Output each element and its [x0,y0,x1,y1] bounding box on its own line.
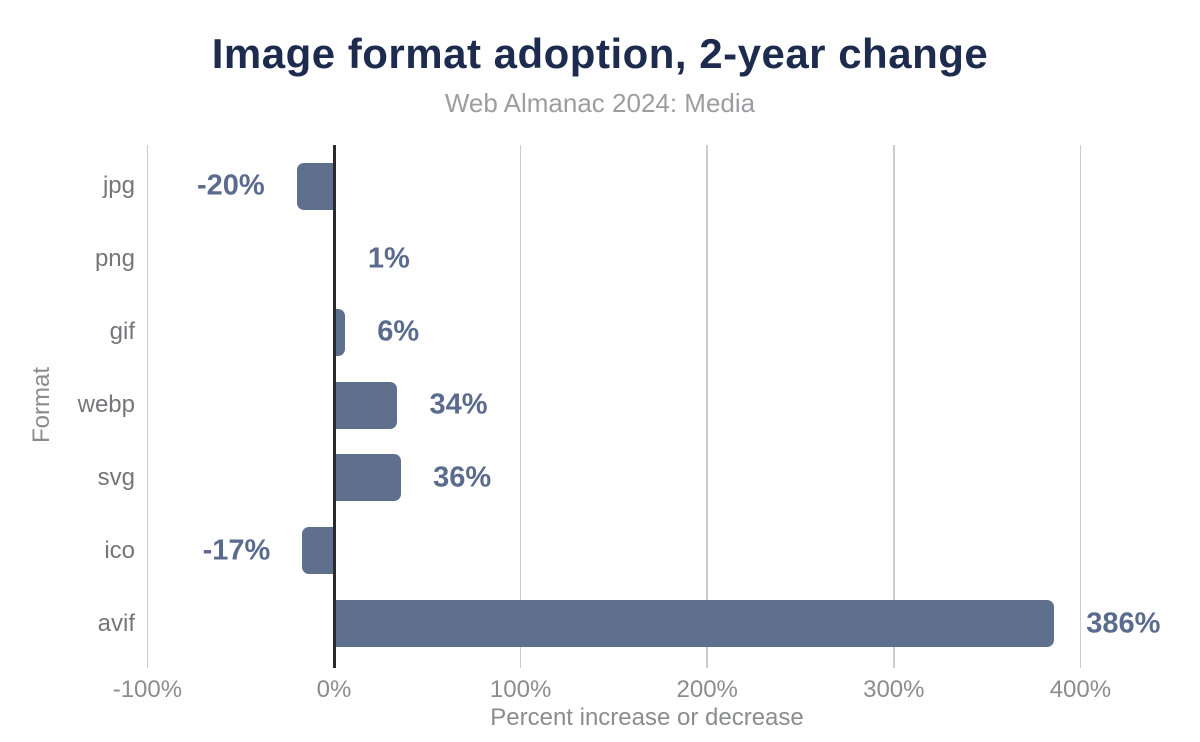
category-label-avif: avif [97,609,135,637]
gridline [146,145,149,668]
chart-subtitle: Web Almanac 2024: Media [444,88,756,118]
bar-webp[interactable] [334,381,398,429]
bar-gif[interactable] [334,308,346,356]
category-label-ico: ico [104,536,135,564]
x-tick-label: 0% [316,676,352,703]
data-label-svg: 36% [433,461,492,494]
data-label-webp: 34% [429,388,488,421]
category-label-webp: webp [77,391,135,418]
data-label-avif: 386% [1086,607,1161,640]
category-label-png: png [94,245,135,273]
data-label-gif: 6% [377,315,420,348]
gridline [893,145,895,668]
x-axis-title: Percent increase or decrease [490,704,804,731]
gridline [706,145,708,668]
data-label-ico: -17% [202,534,271,567]
category-label-jpg: jpg [102,172,135,200]
bar-ico[interactable] [302,527,334,575]
x-tick-label: 400% [1049,676,1112,703]
data-label-jpg: -20% [196,169,265,202]
x-tick-label: -100% [112,676,183,703]
bar-svg[interactable] [334,454,402,502]
data-label-png: 1% [367,242,410,275]
gridline [519,145,522,668]
x-tick-label: 200% [676,676,738,703]
x-tick-label: 300% [863,676,925,703]
chart-title: Image format adoption, 2-year change [211,30,989,77]
category-label-svg: svg [97,463,135,491]
zero-axis-line [332,145,336,668]
gridline [1079,145,1082,668]
bar-jpg[interactable] [296,162,334,210]
x-tick-label: 100% [489,676,552,703]
category-label-gif: gif [109,318,135,346]
bar-avif[interactable] [334,600,1055,648]
